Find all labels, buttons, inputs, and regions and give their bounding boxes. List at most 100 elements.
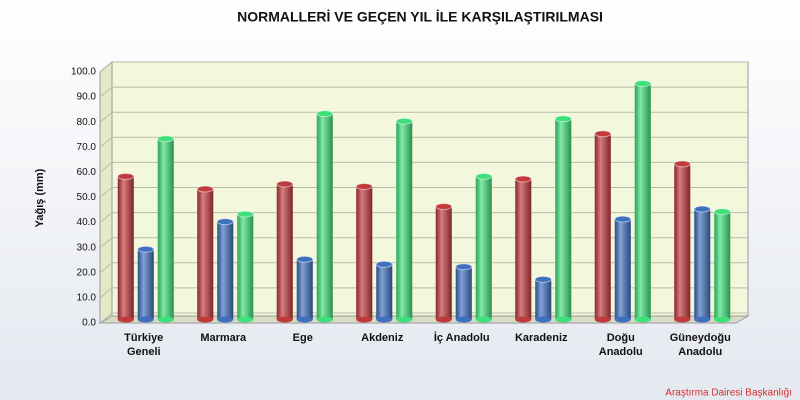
bar-top xyxy=(634,80,652,88)
bar-shading xyxy=(694,209,711,320)
grid-line xyxy=(99,161,748,173)
bar-top xyxy=(534,275,552,283)
y-axis-label: Yağış (mm) xyxy=(34,168,46,227)
bar-shading xyxy=(197,188,214,320)
bar-shading xyxy=(515,178,532,320)
bar-bottom xyxy=(276,316,293,323)
bar-top xyxy=(196,185,214,193)
bar-bottom xyxy=(614,316,631,323)
y-tick-label: 0.0 xyxy=(82,318,96,329)
bar-shading xyxy=(614,219,631,320)
bar-bottom xyxy=(634,316,651,323)
bar-top xyxy=(157,135,175,143)
bar-bottom xyxy=(237,316,254,323)
bar-top xyxy=(137,245,155,253)
grid-line xyxy=(99,262,748,274)
grid-line xyxy=(99,187,748,198)
y-tick-label: 50.0 xyxy=(77,192,97,203)
bar-shading xyxy=(714,211,731,320)
bar-shading xyxy=(276,183,293,320)
bar-bottom xyxy=(594,316,611,323)
bar-bottom xyxy=(117,316,134,323)
bar-top xyxy=(673,160,691,168)
footer: Araştırma Dairesi Başkanlığı xyxy=(665,388,792,399)
bar-shading xyxy=(217,221,234,320)
y-tick-label: 80.0 xyxy=(77,117,97,128)
bar-shading xyxy=(237,214,254,320)
bar-bottom xyxy=(197,316,214,323)
bar-top xyxy=(594,130,612,138)
x-tick-label: Akdeniz xyxy=(361,332,404,344)
bar-shading xyxy=(594,133,611,320)
bar-shading xyxy=(435,206,452,320)
bar-top xyxy=(276,180,294,188)
bar-bottom xyxy=(356,316,373,323)
x-tick-label: Türkiye Geneli xyxy=(124,332,163,358)
y-tick-label: 20.0 xyxy=(77,267,97,278)
bar-top xyxy=(296,255,314,263)
bar-bottom xyxy=(137,316,154,323)
bar-shading xyxy=(535,279,552,320)
bar-top xyxy=(614,215,632,223)
bar-top xyxy=(375,260,393,268)
bar-bottom xyxy=(296,316,313,323)
y-tick-label: 30.0 xyxy=(77,242,97,253)
bar-bottom xyxy=(157,316,174,323)
bar-top xyxy=(554,115,572,123)
bar-shading xyxy=(117,176,134,320)
grid-line xyxy=(99,111,748,123)
x-tick-label: İç Anadolu xyxy=(434,331,490,344)
bar-shading xyxy=(376,264,393,320)
x-tick-label: Karadeniz xyxy=(515,332,568,344)
bar-top xyxy=(475,172,493,180)
y-tick-label: 90.0 xyxy=(77,92,97,103)
bar-top xyxy=(117,172,135,180)
bar-bottom xyxy=(674,316,691,323)
x-tick-label: Marmara xyxy=(200,332,247,344)
bar-bottom xyxy=(535,316,552,323)
bar-bottom xyxy=(714,316,731,323)
bar-shading xyxy=(475,176,492,320)
bar-bottom xyxy=(455,316,472,323)
bar-shading xyxy=(634,83,651,320)
bar-shading xyxy=(356,186,373,320)
bar-shading xyxy=(137,249,154,320)
grid-line xyxy=(99,61,748,73)
x-tick-label: Ege xyxy=(293,332,313,344)
bar-bottom xyxy=(555,316,572,323)
y-tick-label: 70.0 xyxy=(77,142,97,153)
bar-bottom xyxy=(435,316,452,323)
bar-top xyxy=(355,182,373,190)
bar-bottom xyxy=(515,316,532,323)
bar-shading xyxy=(157,138,174,320)
bar-bottom xyxy=(316,316,333,323)
bar-shading xyxy=(674,163,691,320)
y-tick-label: 60.0 xyxy=(77,167,97,178)
grid-line xyxy=(99,86,748,98)
bar-bottom xyxy=(376,316,393,323)
bar-top xyxy=(713,208,731,216)
grid-line xyxy=(99,237,748,249)
y-tick-label: 10.0 xyxy=(77,293,97,304)
floor xyxy=(98,315,750,324)
bar-top xyxy=(693,205,711,213)
bar-top xyxy=(514,175,532,183)
bar-shading xyxy=(455,266,472,320)
bar-shading xyxy=(396,121,413,320)
chart-title: NORMALLERİ VE GEÇEN YIL İLE KARŞILAŞTIRI… xyxy=(237,9,603,25)
x-tick-label: Güneydoğu Anadolu xyxy=(670,332,731,358)
bar-bottom xyxy=(396,316,413,323)
bar-shading xyxy=(555,118,572,320)
bar-bottom xyxy=(475,316,492,323)
bar-top xyxy=(236,210,254,218)
bar-top xyxy=(395,117,413,125)
bar-top xyxy=(435,203,453,211)
bar-bottom xyxy=(217,316,234,323)
bar-bottom xyxy=(694,316,711,323)
grid-line xyxy=(99,136,748,148)
bar-top xyxy=(216,218,234,226)
x-tick-label: Doğu Anadolu xyxy=(599,332,643,358)
y-tick-label: 40.0 xyxy=(77,217,97,228)
grid-line xyxy=(99,212,748,223)
